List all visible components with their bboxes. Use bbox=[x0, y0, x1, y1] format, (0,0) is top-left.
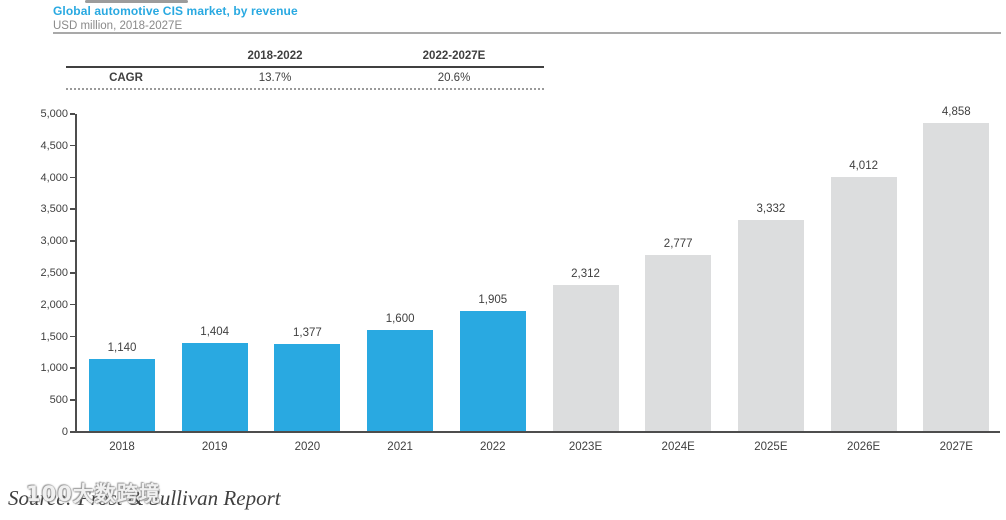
x-axis-label: 2025E bbox=[754, 441, 788, 453]
bar-2027E bbox=[923, 123, 990, 432]
x-axis-label: 2026E bbox=[846, 441, 881, 453]
y-tick-mark bbox=[70, 144, 75, 147]
y-tick-mark bbox=[70, 367, 75, 369]
cagr-value-2018-2022: 13.7% bbox=[258, 72, 292, 84]
bar-2021 bbox=[367, 330, 434, 432]
y-tick-mark bbox=[70, 240, 75, 242]
x-axis-label: 2018 bbox=[109, 441, 135, 453]
bar-value-label: 1,600 bbox=[385, 313, 415, 326]
y-tick-mark bbox=[70, 113, 75, 115]
y-tick-label: 0 bbox=[61, 426, 68, 438]
bar-value-label: 1,140 bbox=[107, 342, 137, 355]
cagr-table: 2018-2022 2022-2027E CAGR 13.7% 20.6% bbox=[66, 45, 544, 90]
bar-value-label: 3,332 bbox=[756, 203, 786, 216]
y-tick-label: 1,000 bbox=[40, 362, 68, 375]
y-tick-label: 2,500 bbox=[40, 267, 68, 279]
source-note: Source: Frost & Sullivan Report bbox=[8, 486, 281, 510]
x-axis-line bbox=[75, 431, 1000, 433]
watermark: 100大数跨境 bbox=[26, 482, 161, 506]
x-axis-label: 2022 bbox=[480, 441, 506, 453]
header-divider bbox=[53, 32, 1001, 34]
bar-2018 bbox=[89, 359, 155, 432]
cagr-col-2018-2022: 2018-2022 bbox=[247, 49, 303, 62]
bar-value-label: 1,905 bbox=[478, 293, 508, 306]
x-axis-label: 2027E bbox=[939, 441, 973, 453]
bar-value-label: 4,858 bbox=[941, 106, 971, 119]
y-tick-label: 1,500 bbox=[40, 330, 68, 343]
bar-value-label: 1,377 bbox=[293, 327, 322, 340]
y-tick-mark bbox=[70, 176, 75, 179]
x-axis-label: 2020 bbox=[294, 441, 321, 453]
y-axis-line bbox=[75, 114, 77, 432]
cagr-col-2022-2027e: 2022-2027E bbox=[422, 49, 486, 62]
bar-value-label: 2,312 bbox=[571, 267, 600, 280]
cagr-table-header-row: 2018-2022 2022-2027E bbox=[66, 45, 544, 68]
y-tick-mark bbox=[70, 399, 75, 401]
y-tick-label: 5,000 bbox=[40, 108, 68, 120]
y-tick-label: 4,500 bbox=[40, 139, 68, 152]
bar-2024E bbox=[645, 255, 712, 432]
bar-2025E bbox=[737, 220, 804, 432]
x-axis-label: 2021 bbox=[387, 441, 413, 453]
x-axis-label: 2019 bbox=[201, 441, 228, 453]
x-axis-label: 2023E bbox=[568, 441, 603, 453]
bar-2019 bbox=[181, 342, 248, 432]
cagr-table-value-row: CAGR 13.7% 20.6% bbox=[66, 68, 544, 90]
chart-subtitle: USD million, 2018-2027E bbox=[53, 20, 183, 32]
y-tick-mark bbox=[70, 303, 75, 306]
y-tick-label: 2,000 bbox=[40, 298, 68, 311]
y-tick-mark bbox=[70, 431, 75, 433]
bar-value-label: 1,404 bbox=[200, 325, 230, 338]
bar-2020 bbox=[274, 344, 341, 432]
bar-chart: 0 500 1,000 1,500 2,000 2,500 3,000 3,500 4,000 4… bbox=[40, 106, 1000, 453]
bar-2023E bbox=[552, 284, 619, 432]
bar-value-label: 2,777 bbox=[663, 238, 693, 251]
y-tick-mark bbox=[70, 335, 75, 338]
y-tick-label: 3,000 bbox=[40, 235, 68, 248]
y-tick-mark bbox=[70, 272, 75, 274]
cagr-value-2022-2027e: 20.6% bbox=[437, 72, 471, 84]
bar-2022 bbox=[459, 310, 526, 432]
cagr-row-label: CAGR bbox=[109, 72, 143, 84]
x-axis-label: 2024E bbox=[661, 441, 695, 453]
y-tick-label: 4,000 bbox=[40, 171, 68, 184]
cropped-text-remnant bbox=[85, 0, 188, 3]
chart-title: Global automotive CIS market, by revenue bbox=[53, 4, 298, 18]
y-tick-mark bbox=[70, 208, 75, 210]
y-tick-label: 3,500 bbox=[40, 203, 68, 216]
bar-value-label: 4,012 bbox=[849, 159, 878, 172]
bar-2026E bbox=[830, 176, 897, 432]
y-tick-label: 500 bbox=[49, 394, 68, 407]
